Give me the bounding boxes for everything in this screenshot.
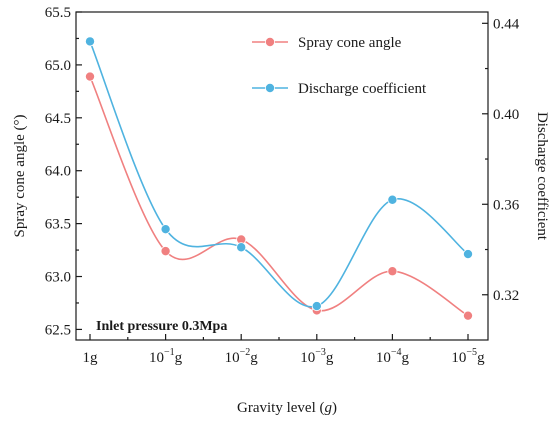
legend-marker [264, 37, 275, 48]
data-point [160, 224, 171, 235]
series-line [89, 76, 469, 317]
series-spray-cone-angle [85, 71, 473, 321]
x-tick-label: 1g [83, 350, 99, 366]
y-left-tick-label: 65.5 [45, 5, 71, 21]
x-tick-label: 10−4g [376, 347, 410, 366]
right-y-axis: 0.32 0.36 0.40 0.44 [482, 16, 520, 304]
data-point [462, 310, 473, 321]
data-point [462, 249, 473, 260]
y-left-tick-label: 63.0 [45, 270, 71, 286]
data-point [160, 246, 171, 257]
y-right-tick-label: 0.40 [493, 107, 519, 123]
x-tick-label: 10−1g [149, 347, 183, 366]
series-layer [85, 36, 473, 321]
series-discharge-coefficient [85, 36, 473, 312]
y-right-tick-label: 0.32 [493, 288, 519, 304]
y-right-tick-label: 0.44 [493, 16, 520, 32]
y-left-tick-label: 65.0 [45, 58, 71, 74]
data-point [387, 194, 398, 205]
legend: Spray cone angle Discharge coefficient [252, 35, 427, 97]
y-right-tick-label: 0.36 [493, 197, 520, 213]
x-tick-label: 10−3g [300, 347, 334, 366]
left-y-axis: 62.5 63.0 63.5 64.0 64.5 65.0 65.5 [45, 5, 82, 338]
x-tick-label: 10−2g [225, 347, 259, 366]
legend-label: Discharge coefficient [298, 81, 427, 97]
y-axis-right-title: Discharge coefficient [534, 112, 550, 241]
y-left-tick-label: 64.0 [45, 164, 71, 180]
y-axis-left-title: Spray cone angle (°) [12, 114, 28, 237]
plot-frame [75, 11, 489, 341]
legend-marker [264, 83, 275, 94]
x-tick-label: 10−5g [451, 347, 485, 366]
plot-border [75, 11, 489, 341]
annotation-label: Inlet pressure 0.3Mpa [96, 319, 227, 334]
legend-label: Spray cone angle [298, 35, 402, 51]
x-axis: 1g 10−1g 10−2g 10−3g 10−4g 10−5g [83, 334, 485, 366]
y-left-tick-label: 64.5 [45, 111, 71, 127]
x-axis-title: Gravity level (g) [237, 400, 337, 416]
y-left-tick-label: 63.5 [45, 217, 71, 233]
data-point [387, 266, 398, 277]
data-point [85, 36, 96, 47]
data-point [311, 301, 322, 312]
data-point [236, 242, 247, 253]
data-point [85, 71, 96, 82]
y-left-tick-label: 62.5 [45, 322, 71, 338]
